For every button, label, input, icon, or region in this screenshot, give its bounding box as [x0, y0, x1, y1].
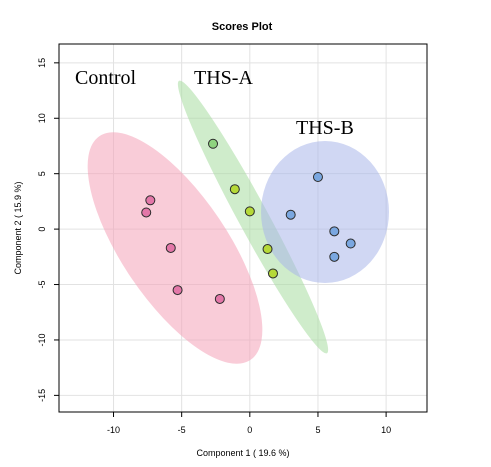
y-axis-ticks: -15 -10 -5 0 5 10 15 [37, 58, 59, 402]
ellipse-ths-b [261, 141, 389, 283]
y-axis-label: Component 2 ( 15.9 %) [13, 181, 23, 274]
y-tick-label: 10 [37, 113, 47, 123]
point-control [172, 285, 183, 296]
x-tick-label: -5 [178, 425, 186, 435]
x-tick-label: 10 [381, 425, 391, 435]
point-control [141, 207, 152, 218]
point-control [145, 195, 156, 206]
y-tick-label: 5 [37, 171, 47, 176]
point-ths-a [262, 244, 273, 255]
point-ths-b [312, 172, 323, 183]
x-tick-label: 5 [315, 425, 320, 435]
point-ths-a [229, 184, 240, 195]
y-tick-label: -5 [37, 281, 47, 289]
chart-title: Scores Plot [212, 21, 273, 33]
point-ths-a [267, 268, 278, 279]
point-ths-b [345, 238, 356, 249]
point-control [214, 293, 225, 304]
group-label-ths-a: THS-A [194, 67, 253, 89]
x-axis-ticks: -10 -5 0 5 10 [107, 412, 391, 435]
x-tick-label: -10 [107, 425, 120, 435]
x-axis-label: Component 1 ( 19.6 %) [196, 448, 289, 458]
group-label-control: Control [75, 67, 137, 89]
point-ths-a [244, 206, 255, 217]
point-ths-b [285, 209, 296, 220]
point-ths-b [329, 226, 340, 237]
group-label-ths-b: THS-B [296, 117, 354, 139]
point-ths-a [208, 138, 219, 149]
y-tick-label: -15 [37, 389, 47, 402]
point-ths-b [329, 251, 340, 262]
y-tick-label: 0 [37, 227, 47, 232]
data-points [141, 138, 356, 304]
point-control [165, 242, 176, 253]
plot-frame [58, 43, 428, 413]
ellipse-ths-a [177, 80, 329, 354]
y-tick-label: -10 [37, 333, 47, 346]
y-tick-label: 15 [37, 58, 47, 68]
x-tick-label: 0 [247, 425, 252, 435]
